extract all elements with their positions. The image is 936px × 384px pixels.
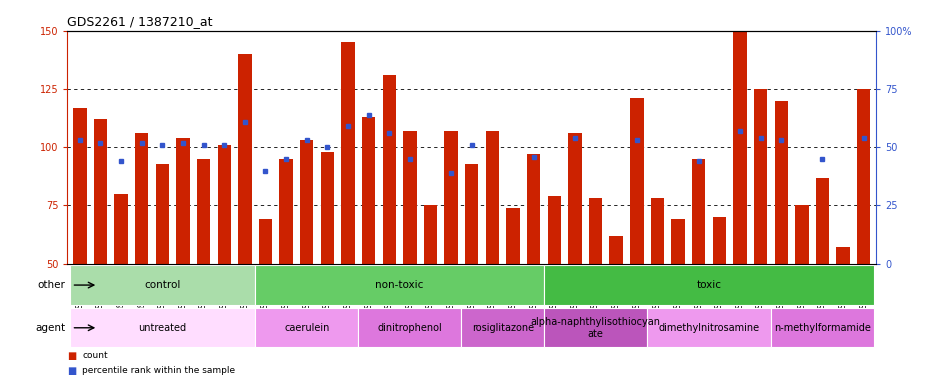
Bar [197,159,210,264]
Bar [588,199,602,264]
Bar [505,208,519,264]
Bar [461,308,544,348]
Bar [650,199,664,264]
Text: non-toxic: non-toxic [375,280,423,290]
Text: rosiglitazone: rosiglitazone [471,323,534,333]
Text: percentile rank within the sample: percentile rank within the sample [82,366,235,376]
Bar [423,205,437,264]
Text: caerulein: caerulein [284,323,329,333]
Text: dimethylnitrosamine: dimethylnitrosamine [658,323,759,333]
Text: agent: agent [35,323,65,333]
Bar [176,138,189,264]
Bar [279,159,293,264]
Bar [692,159,705,264]
Bar [526,154,540,264]
Text: n-methylformamide: n-methylformamide [773,323,870,333]
Bar [94,119,107,264]
Bar [629,98,643,264]
Bar [670,219,684,264]
Bar [320,152,334,264]
Bar [836,247,849,264]
Bar [69,308,255,348]
Bar [647,308,770,348]
Text: ■: ■ [67,351,77,361]
Text: control: control [144,280,181,290]
Bar [608,236,622,264]
Bar [135,133,148,264]
Bar [733,31,746,264]
Text: ■: ■ [67,366,77,376]
Bar [795,205,808,264]
Bar [567,133,581,264]
Bar [255,265,544,305]
Bar [544,308,647,348]
Bar [114,194,127,264]
Bar [856,89,870,264]
Bar [382,75,396,264]
Bar [547,196,561,264]
Text: count: count [82,351,108,361]
Bar [69,265,255,305]
Bar [485,131,499,264]
Bar [358,308,461,348]
Bar [402,131,417,264]
Bar [712,217,725,264]
Text: alpha-naphthylisothiocyan
ate: alpha-naphthylisothiocyan ate [530,317,660,339]
Bar [155,164,168,264]
Text: toxic: toxic [695,280,721,290]
Text: untreated: untreated [139,323,186,333]
Bar [258,219,272,264]
Bar [73,108,86,264]
Bar [815,177,828,264]
Bar [544,265,873,305]
Bar [464,164,478,264]
Bar [361,117,375,264]
Bar [341,42,355,264]
Bar [770,308,873,348]
Bar [300,140,314,264]
Text: dinitrophenol: dinitrophenol [377,323,442,333]
Bar [444,131,458,264]
Bar [774,101,787,264]
Text: GDS2261 / 1387210_at: GDS2261 / 1387210_at [67,15,212,28]
Bar [753,89,767,264]
Bar [217,145,230,264]
Bar [255,308,358,348]
Text: other: other [37,280,65,290]
Bar [238,54,251,264]
